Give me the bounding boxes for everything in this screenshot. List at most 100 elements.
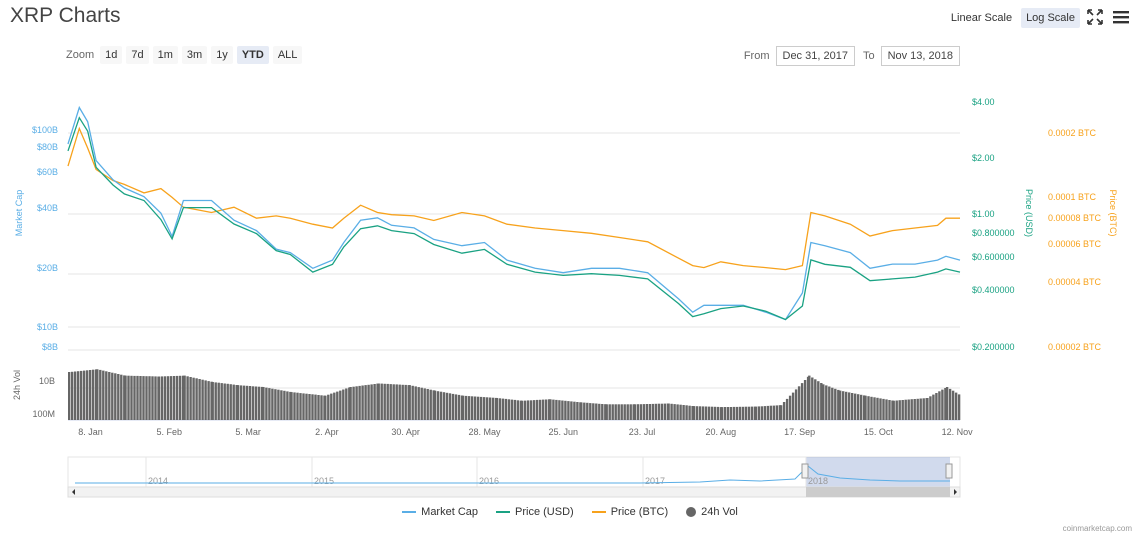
volume-bar — [549, 399, 552, 420]
volume-bar — [519, 400, 523, 420]
volume-bar — [173, 376, 176, 420]
volume-bar — [290, 392, 293, 420]
series-line-btc — [67, 126, 960, 271]
scale-toggle: Linear Scale Log Scale — [946, 8, 1080, 28]
volume-bar — [870, 396, 873, 420]
volume-bar — [788, 395, 792, 420]
legend-item-price-usd[interactable]: Price (USD) — [496, 506, 574, 518]
volume-bar — [857, 394, 860, 420]
navigator-frame — [67, 456, 961, 488]
volume-bar — [136, 375, 139, 420]
volume-bar — [482, 397, 486, 420]
volume-bar — [695, 406, 699, 420]
volume-bar — [803, 380, 807, 420]
volume-bar — [707, 406, 711, 420]
volume-bar — [757, 406, 760, 420]
volume-bar — [211, 382, 214, 420]
volume-bar — [750, 406, 754, 420]
volume-bar — [919, 398, 922, 420]
volume-bar — [414, 386, 417, 420]
zoom-label: Zoom — [66, 49, 95, 61]
log-scale-button[interactable]: Log Scale — [1021, 8, 1080, 28]
volume-bar — [794, 389, 798, 420]
volume-bar — [651, 403, 654, 420]
volume-bar — [355, 386, 358, 420]
volume-bar — [74, 371, 77, 420]
zoom-3m-button[interactable]: 3m — [181, 46, 208, 64]
volume-bar — [454, 394, 458, 420]
volume-bar — [179, 375, 182, 420]
scrollbar-thumb — [806, 487, 950, 497]
navigator-right-handle — [945, 463, 953, 479]
xrp-chart[interactable]: $100B $80B $60B $40B $20B $10B $8B $4.00 $2.00 $1… — [0, 0, 1140, 500]
market-cap-tick: $20B — [37, 263, 58, 273]
volume-axis-title: 24h Vol — [12, 370, 22, 400]
zoom-all-button[interactable]: ALL — [272, 46, 303, 64]
volume-bar — [151, 376, 154, 420]
legend-item-24h-vol[interactable]: 24h Vol — [686, 506, 738, 518]
to-date-input[interactable]: Nov 13, 2018 — [880, 46, 960, 66]
volume-bar — [521, 400, 524, 420]
navigator-scrollbar — [67, 486, 961, 498]
volume-bar — [570, 401, 573, 420]
volume-tick: 100M — [32, 409, 55, 419]
volume-bar — [604, 404, 607, 420]
volume-bar — [473, 396, 477, 420]
price-usd-tick: $1.00 — [972, 209, 995, 219]
volume-bar — [377, 383, 380, 420]
volume-bar — [220, 383, 223, 420]
volume-bar — [837, 389, 840, 420]
volume-bar — [688, 405, 691, 420]
volume-bar — [633, 404, 636, 420]
volume-bar — [83, 370, 86, 420]
volume-bar — [311, 394, 314, 420]
volume-bar — [102, 370, 105, 420]
from-label: From — [743, 50, 770, 62]
volume-bar — [673, 404, 676, 420]
volume-bar — [320, 395, 323, 420]
from-date-input[interactable]: Dec 31, 2017 — [775, 46, 855, 66]
volume-bar — [265, 387, 268, 420]
volume-bar — [663, 403, 666, 420]
volume-bar — [879, 398, 882, 420]
x-axis-tick: 5. Mar — [235, 427, 261, 437]
volume-bar — [262, 387, 265, 420]
volume-bar — [620, 404, 623, 420]
volume-bar — [361, 385, 364, 420]
volume-bar — [729, 407, 733, 420]
volume-bar — [820, 383, 823, 420]
volume-bar — [398, 384, 401, 420]
legend-item-price-btc[interactable]: Price (BTC) — [591, 506, 668, 518]
market-cap-tick: $80B — [37, 142, 58, 152]
volume-bar — [573, 401, 576, 420]
x-axis-tick: 12. Nov — [942, 427, 974, 437]
volume-bar — [204, 380, 207, 420]
zoom-1m-button[interactable]: 1m — [152, 46, 178, 64]
volume-bar — [367, 384, 370, 420]
hamburger-menu-icon[interactable] — [1112, 8, 1130, 26]
volume-bar — [417, 387, 420, 420]
volume-bar — [130, 375, 133, 420]
volume-bar — [864, 395, 867, 420]
volume-bar — [738, 406, 742, 420]
volume-bar — [392, 384, 395, 420]
vol-swatch — [686, 507, 697, 517]
volume-bar — [501, 398, 505, 420]
volume-bar — [536, 399, 539, 420]
zoom-1y-button[interactable]: 1y — [211, 46, 233, 64]
volume-bar — [114, 373, 117, 420]
price-usd-tick: $2.00 — [972, 153, 995, 163]
volume-bar — [941, 389, 944, 420]
volume-bar — [558, 400, 561, 420]
zoom-ytd-button[interactable]: YTD — [236, 46, 269, 64]
volume-bar — [348, 387, 351, 420]
market-cap-tick: $40B — [37, 203, 58, 213]
axis-labels: $100B $80B $60B $40B $20B $10B $8B $4.00 $2.00 $1… — [12, 97, 1118, 437]
legend-item-market-cap[interactable]: Market Cap — [402, 506, 478, 518]
zoom-1d-button[interactable]: 1d — [100, 46, 123, 64]
volume-bar — [592, 403, 595, 420]
linear-scale-button[interactable]: Linear Scale — [950, 12, 1013, 24]
expand-icon[interactable] — [1086, 8, 1104, 26]
zoom-7d-button[interactable]: 7d — [126, 46, 149, 64]
volume-bar — [495, 398, 499, 420]
